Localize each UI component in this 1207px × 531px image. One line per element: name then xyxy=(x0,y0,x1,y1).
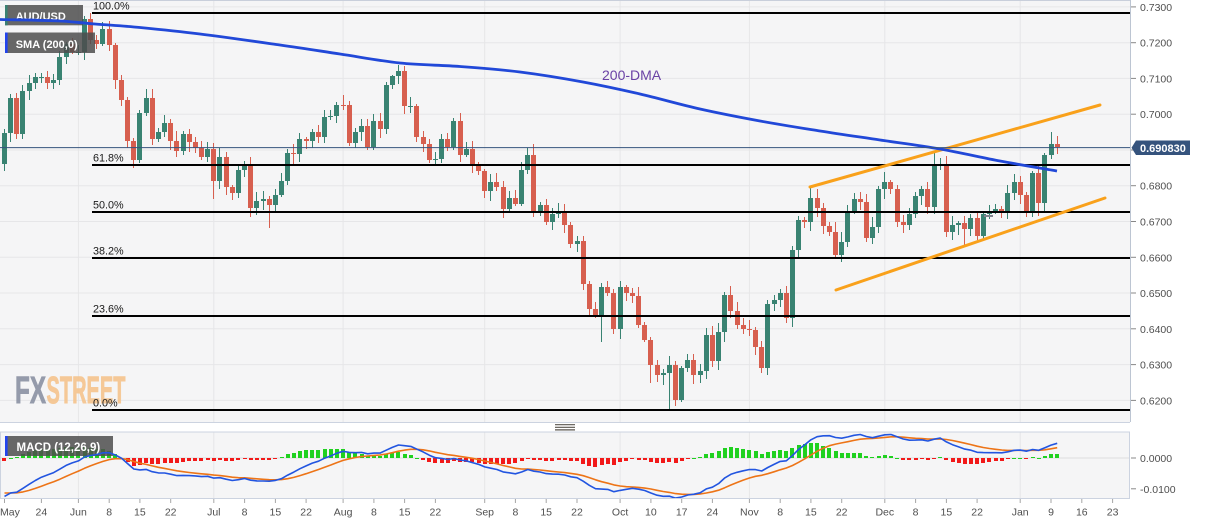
svg-text:0.7200: 0.7200 xyxy=(1140,38,1172,50)
svg-text:8: 8 xyxy=(512,507,518,519)
svg-text:Jun: Jun xyxy=(70,507,87,519)
svg-text:STREET: STREET xyxy=(47,370,126,412)
svg-text:Jan: Jan xyxy=(1012,507,1029,519)
svg-text:FX: FX xyxy=(15,370,46,412)
svg-text:15: 15 xyxy=(134,507,146,519)
svg-text:May: May xyxy=(0,507,21,519)
svg-text:Oct: Oct xyxy=(612,507,628,519)
svg-text:0.6300: 0.6300 xyxy=(1140,360,1172,372)
svg-text:0.690830: 0.690830 xyxy=(1140,143,1186,155)
svg-text:15: 15 xyxy=(941,507,953,519)
svg-text:0.6600: 0.6600 xyxy=(1140,252,1172,264)
svg-text:9: 9 xyxy=(1048,507,1054,519)
svg-text:8: 8 xyxy=(106,507,112,519)
svg-text:200-DMA: 200-DMA xyxy=(602,67,662,83)
svg-text:Aug: Aug xyxy=(334,507,353,519)
svg-text:22: 22 xyxy=(971,507,983,519)
svg-text:22: 22 xyxy=(571,507,583,519)
svg-text:22: 22 xyxy=(165,507,177,519)
svg-text:0.6400: 0.6400 xyxy=(1140,324,1172,336)
svg-text:0.0%: 0.0% xyxy=(93,398,118,410)
svg-text:0.7300: 0.7300 xyxy=(1140,2,1172,14)
svg-text:24: 24 xyxy=(36,507,48,519)
svg-text:SMA (200,0): SMA (200,0) xyxy=(16,39,78,51)
svg-text:0.6800: 0.6800 xyxy=(1140,181,1172,193)
svg-text:Dec: Dec xyxy=(875,507,894,519)
svg-text:8: 8 xyxy=(777,507,783,519)
svg-text:Nov: Nov xyxy=(740,507,759,519)
svg-text:-0.0100: -0.0100 xyxy=(1140,484,1176,496)
svg-text:0.6200: 0.6200 xyxy=(1140,395,1172,407)
svg-text:22: 22 xyxy=(430,507,442,519)
svg-text:15: 15 xyxy=(540,507,552,519)
svg-text:15: 15 xyxy=(270,507,282,519)
svg-text:23: 23 xyxy=(1107,507,1119,519)
svg-text:10: 10 xyxy=(645,507,657,519)
svg-text:8: 8 xyxy=(242,507,248,519)
svg-text:16: 16 xyxy=(1076,507,1088,519)
svg-text:0.6700: 0.6700 xyxy=(1140,217,1172,229)
svg-text:0.7000: 0.7000 xyxy=(1140,109,1172,121)
svg-text:Sep: Sep xyxy=(475,507,494,519)
svg-text:17: 17 xyxy=(676,507,688,519)
svg-text:15: 15 xyxy=(399,507,411,519)
svg-text:15: 15 xyxy=(805,507,817,519)
svg-text:8: 8 xyxy=(913,507,919,519)
svg-text:22: 22 xyxy=(836,507,848,519)
svg-text:Jul: Jul xyxy=(207,507,220,519)
svg-text:0.7100: 0.7100 xyxy=(1140,73,1172,85)
svg-text:MACD (12,26,9): MACD (12,26,9) xyxy=(17,442,101,454)
svg-text:100.0%: 100.0% xyxy=(93,1,130,13)
svg-text:23.6%: 23.6% xyxy=(93,304,124,316)
svg-text:61.8%: 61.8% xyxy=(93,153,124,165)
svg-text:8: 8 xyxy=(371,507,377,519)
svg-text:50.0%: 50.0% xyxy=(93,200,124,212)
svg-text:24: 24 xyxy=(707,507,719,519)
svg-text:22: 22 xyxy=(300,507,312,519)
svg-text:0.6500: 0.6500 xyxy=(1140,288,1172,300)
svg-text:38.2%: 38.2% xyxy=(93,246,124,258)
svg-text:0.0000: 0.0000 xyxy=(1140,453,1172,465)
